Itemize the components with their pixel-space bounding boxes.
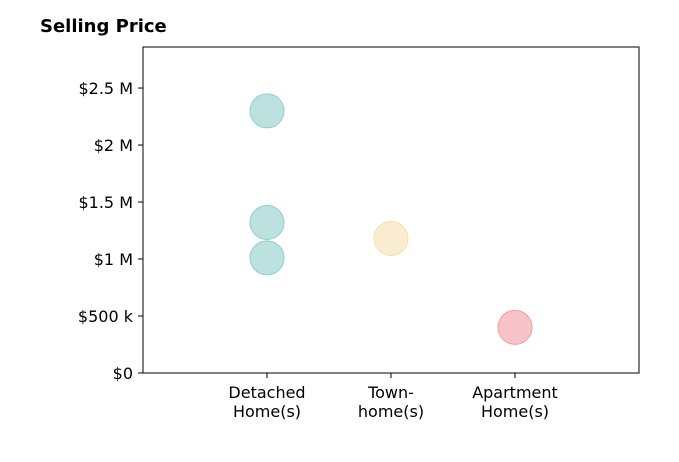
y-tick-label: $2.5 M bbox=[78, 79, 133, 98]
x-tick-label: Detached bbox=[228, 383, 305, 402]
x-axis: DetachedHome(s)Town-home(s)ApartmentHome… bbox=[228, 373, 558, 421]
data-point bbox=[249, 240, 285, 276]
x-tick-label: Home(s) bbox=[233, 402, 301, 421]
y-tick-label: $2 M bbox=[94, 136, 133, 155]
x-tick-label: Apartment bbox=[472, 383, 558, 402]
y-tick-label: $0 bbox=[113, 364, 133, 383]
chart-marks bbox=[249, 93, 533, 345]
data-point bbox=[497, 309, 533, 345]
x-tick-label: Town- bbox=[367, 383, 414, 402]
x-tick-label: Home(s) bbox=[481, 402, 549, 421]
data-point bbox=[373, 220, 409, 256]
y-tick-label: $500 k bbox=[78, 307, 134, 326]
x-tick-label: home(s) bbox=[358, 402, 424, 421]
y-tick-label: $1.5 M bbox=[78, 193, 133, 212]
y-axis: $0 $500 k $1 M $1.5 M $2 M $2.5 M bbox=[78, 79, 143, 383]
plot-area-frame bbox=[142, 46, 640, 374]
data-point bbox=[249, 93, 285, 129]
chart-title: Selling Price bbox=[40, 16, 167, 37]
data-point bbox=[249, 205, 285, 241]
y-tick-label: $1 M bbox=[94, 250, 133, 269]
